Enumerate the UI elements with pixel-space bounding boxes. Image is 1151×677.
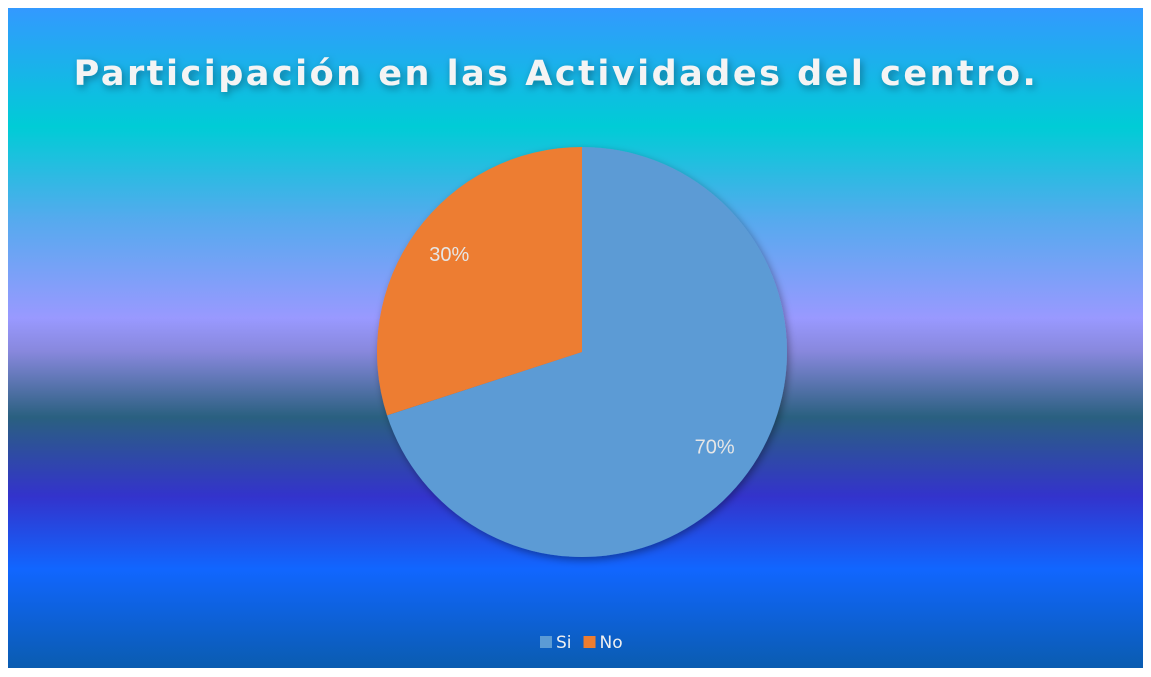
pie [376,147,787,557]
legend-label: No [600,633,623,653]
data-label: 30% [429,244,469,266]
legend-swatch [540,636,552,648]
data-label: 70% [695,437,735,459]
legend-label: Si [556,633,572,653]
chart-title: Participación en las Actividades del cen… [74,54,1039,94]
pie-slice [387,147,787,557]
pie-slice [376,147,582,416]
legend-swatch [583,636,596,648]
